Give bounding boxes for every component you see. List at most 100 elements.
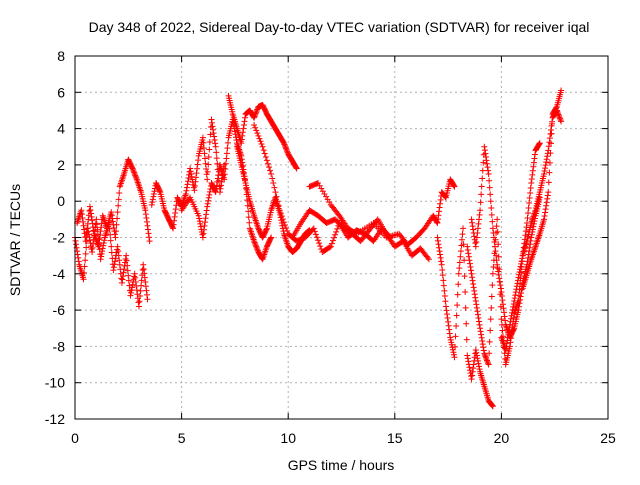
data-point-interp: [487, 316, 494, 323]
data-point-interp: [515, 303, 522, 310]
data-point-interp: [526, 200, 533, 207]
data-point: [187, 165, 194, 172]
data-point-interp: [203, 211, 210, 218]
data-point-interp: [256, 135, 263, 142]
data-point-interp: [224, 145, 231, 152]
data-point-interp: [470, 284, 477, 291]
data-point-interp: [132, 173, 139, 180]
data-point-interp: [544, 195, 551, 202]
data-point-interp: [282, 142, 289, 149]
data-point-interp: [530, 248, 537, 255]
data-point-interp: [485, 167, 492, 174]
data-point-interp: [463, 320, 470, 327]
data-point-interp: [510, 326, 517, 333]
data-point-interp: [223, 150, 230, 157]
data-point-interp: [205, 153, 212, 160]
data-point-interp: [440, 282, 447, 289]
data-point-interp: [476, 321, 483, 328]
data-point-interp: [494, 265, 501, 272]
data-point-interp: [466, 364, 473, 371]
data-point-interp: [74, 218, 81, 225]
data-point-interp: [196, 218, 203, 225]
data-point-interp: [132, 274, 139, 281]
data-point-interp: [546, 169, 553, 176]
data-point-interp: [97, 232, 104, 239]
data-point-interp: [452, 343, 459, 350]
data-point-interp: [352, 230, 359, 237]
data-point-interp: [463, 336, 470, 343]
x-tick-label: 10: [280, 430, 296, 446]
data-point: [558, 87, 565, 94]
data-point: [528, 234, 535, 241]
data-point-interp: [439, 272, 446, 279]
data-point-interp: [109, 218, 116, 225]
data-point-interp: [169, 224, 176, 231]
data-point-interp: [188, 170, 195, 177]
data-point: [477, 325, 484, 332]
data-point-interp: [98, 224, 105, 231]
data-point-interp: [137, 187, 144, 194]
data-point-interp: [489, 218, 496, 225]
data-point-interp: [149, 199, 156, 206]
data-point-interp: [170, 221, 177, 228]
data-point: [541, 216, 548, 223]
data-point-interp: [535, 235, 542, 242]
data-point-interp: [115, 196, 122, 203]
data-point-interp: [209, 123, 216, 130]
data-point-interp: [213, 185, 220, 192]
data-point-interp: [445, 318, 452, 325]
data-point-interp: [197, 220, 204, 227]
data-point-interp: [515, 271, 522, 278]
data-point-interp: [139, 266, 146, 273]
data-point-interp: [507, 339, 514, 346]
data-point-interp: [142, 283, 149, 290]
data-point-interp: [100, 242, 107, 249]
data-point: [212, 189, 219, 196]
data-point-interp: [283, 238, 290, 245]
data-point: [195, 212, 202, 219]
data-point-interp: [518, 260, 525, 267]
data-point-interp: [262, 248, 269, 255]
data-point: [438, 261, 445, 268]
data-point-interp: [514, 277, 521, 284]
data-point-interp: [143, 218, 150, 225]
data-point-interp: [221, 171, 228, 178]
data-point-interp: [184, 181, 191, 188]
data-point-interp: [513, 286, 520, 293]
data-point-interp: [134, 178, 141, 185]
data-point: [310, 225, 317, 232]
data-point-interp: [543, 159, 550, 166]
data-point-interp: [120, 172, 127, 179]
data-point: [133, 176, 140, 183]
data-point-interp: [527, 185, 534, 192]
data-point: [498, 316, 505, 323]
data-point-interp: [120, 269, 127, 276]
data-point-interp: [512, 289, 519, 296]
data-point-interp: [549, 120, 556, 127]
x-tick-label: 0: [71, 430, 79, 446]
data-point: [494, 261, 501, 268]
data-point: [442, 303, 449, 310]
data-point-interp: [333, 228, 340, 235]
data-point-interp: [111, 258, 118, 265]
data-point-interp: [110, 224, 117, 231]
data-point-interp: [205, 161, 212, 168]
data-point-interp: [517, 296, 524, 303]
y-tick-label: 2: [57, 157, 65, 173]
data-point: [204, 203, 211, 210]
data-point: [280, 140, 287, 147]
data-point-interp: [81, 269, 88, 276]
data-point-interp: [465, 358, 472, 365]
data-point-interp: [123, 257, 130, 264]
data-point-interp: [135, 182, 142, 189]
data-point-interp: [468, 373, 475, 380]
data-point-interp: [437, 254, 444, 261]
data-point-interp: [489, 282, 496, 289]
data-point-interp: [518, 258, 525, 265]
data-point-interp: [527, 190, 534, 197]
data-point-interp: [115, 202, 122, 209]
data-point-interp: [517, 293, 524, 300]
data-point-interp: [498, 335, 505, 342]
data-point-interp: [253, 127, 260, 134]
data-point-interp: [79, 218, 86, 225]
